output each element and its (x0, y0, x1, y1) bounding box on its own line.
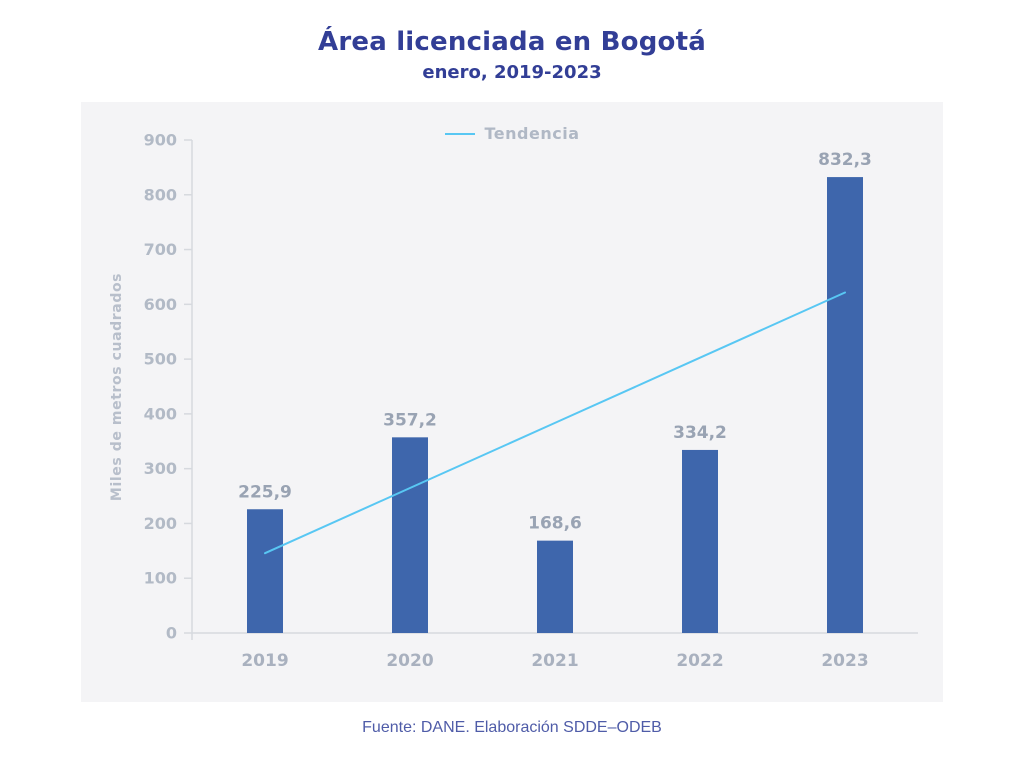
bar-value-label: 225,9 (238, 482, 292, 502)
x-category-label: 2019 (241, 651, 288, 671)
chart-panel: Tendencia Miles de metros cuadrados 0 100… (81, 102, 943, 702)
x-category-label: 2021 (531, 651, 578, 671)
bar-chart: 0 100 200 300 400 500 600 700 800 900 2019 2020 2021… (144, 131, 918, 671)
y-tick-label: 0 (166, 624, 177, 643)
y-tick-label: 300 (144, 459, 177, 478)
y-tick-label: 100 (144, 569, 177, 588)
source-note: Fuente: DANE. Elaboración SDDE–ODEB (362, 719, 662, 736)
y-tick-label: 500 (144, 350, 177, 369)
bar-value-label: 832,3 (818, 150, 872, 170)
y-tick-label: 600 (144, 295, 177, 314)
chart-title: Área licenciada en Bogotá (318, 27, 706, 57)
chart-subtitle: enero, 2019-2023 (422, 62, 602, 83)
x-category-label: 2020 (386, 651, 433, 671)
trend-line (264, 291, 846, 555)
bar-2023 (827, 177, 863, 633)
trend-legend-label: Tendencia (484, 124, 580, 143)
bar-2019 (247, 509, 283, 633)
y-tick-label: 700 (144, 240, 177, 259)
legend: Tendencia (81, 124, 943, 143)
bar-2022 (682, 449, 718, 633)
bar-value-label: 168,6 (528, 514, 582, 534)
y-tick-label: 900 (144, 131, 177, 150)
y-tick-label: 800 (144, 185, 177, 204)
y-tick-label: 400 (144, 404, 177, 423)
bar-2020 (392, 437, 428, 633)
y-tick-label: 200 (144, 514, 177, 533)
trend-legend-line-icon (444, 132, 475, 135)
bar-2021 (537, 540, 573, 633)
bar-value-label: 357,2 (383, 410, 437, 430)
bar-value-label: 334,2 (673, 423, 727, 443)
x-category-label: 2023 (821, 651, 868, 671)
x-category-label: 2022 (676, 651, 723, 671)
